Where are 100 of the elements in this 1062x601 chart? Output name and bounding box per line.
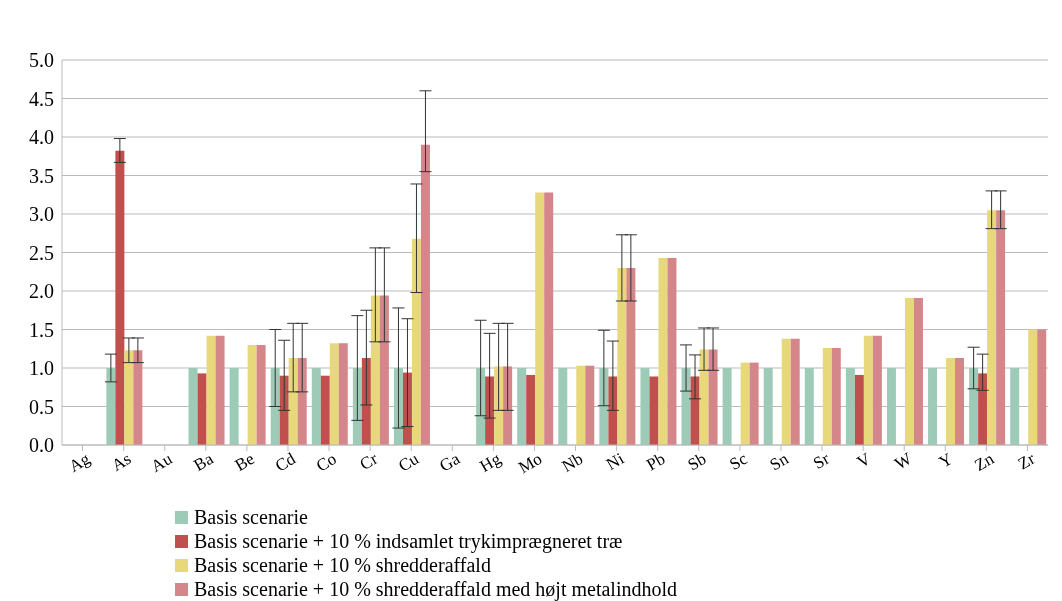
x-tick-label: Pb [643,449,669,475]
y-tick-label: 1.0 [29,357,54,380]
y-tick-label: 2.0 [29,280,54,303]
x-tick-label: Cr [356,448,382,474]
bar [206,335,216,445]
bar [649,376,659,445]
bar [699,349,709,445]
x-tick-label: Be [231,449,258,475]
bar [872,335,882,445]
bar [229,368,239,445]
bar [188,368,198,445]
bar [558,368,568,445]
bar [197,373,207,445]
x-tick-label: Nb [558,449,587,476]
bar [617,267,627,445]
bar [886,368,896,445]
y-tick-label: 5.0 [29,49,54,72]
bar [124,350,134,445]
bar [658,257,668,445]
bar [311,368,321,445]
bar [411,238,421,445]
x-tick-label: W [891,448,916,474]
bar [667,257,677,445]
bar [740,362,750,445]
x-tick-label: V [853,448,875,472]
bar [476,368,486,445]
bar [288,357,298,445]
bar [115,150,125,445]
bar [420,144,430,445]
bar [626,267,636,445]
x-tick-label: Au [147,448,176,476]
x-tick-label: Sc [726,448,751,474]
bar [863,335,873,445]
x-tick-label: Mo [515,449,546,478]
bar [247,344,257,445]
bar [1028,329,1038,445]
legend-label: Basis scenarie [194,505,308,529]
y-tick-label: 4.5 [29,87,54,110]
bar [804,368,814,445]
legend-label: Basis scenarie + 10 % indsamlet trykimprægneret træ [194,529,623,553]
bar [526,374,536,445]
bar [763,368,773,445]
x-tick-label: Cu [395,448,423,476]
bar [503,366,513,445]
bar [329,343,339,445]
bar [722,368,732,445]
x-tick-label: Zr [1014,448,1039,474]
x-tick-label: Cd [271,448,300,476]
bar [913,297,923,445]
legend-label: Basis scenarie + 10 % shredderaffald [194,553,491,577]
bar [708,349,718,445]
x-tick-label: Sr [810,448,833,474]
x-tick-label: Y [935,449,956,472]
x-tick-label: Sn [766,448,793,475]
x-tick-label: Zn [971,448,998,475]
bar [544,192,554,445]
bar [297,357,307,445]
y-tick-label: 0.5 [29,395,54,418]
bar [904,297,914,445]
bar [361,357,371,445]
bar [955,357,965,445]
bar [494,366,504,445]
bar [320,375,330,445]
bar [845,368,855,445]
bar [749,362,759,445]
bar [978,373,988,445]
bar [585,365,595,445]
bar [338,343,348,445]
bar [969,368,979,445]
bar [279,375,289,445]
bar [996,210,1006,445]
x-tick-label: Hg [476,448,505,476]
x-tick-label: Sb [684,449,710,475]
legend-label: Basis scenarie + 10 % shredderaffald med højt metalindhold [194,577,677,601]
y-tick-label: 0.0 [29,434,54,457]
x-tick-label: Ag [65,448,94,476]
bar [256,344,266,445]
bar [270,368,280,445]
bar [690,376,700,445]
y-tick-label: 3.0 [29,203,54,226]
x-tick-label: Ga [436,448,464,476]
bar [215,335,225,445]
bar [790,338,800,445]
bar [1037,329,1047,445]
x-tick-label: Ba [190,448,217,475]
bar [928,368,938,445]
bar [640,368,650,445]
bar [987,210,997,445]
bar [822,347,832,445]
bar [946,357,956,445]
bar [106,368,116,445]
bar [379,295,389,445]
bar [133,350,143,445]
x-tick-label: Co [313,449,340,476]
y-tick-label: 3.5 [29,164,54,187]
bar [576,365,586,445]
y-tick-label: 2.5 [29,241,54,264]
x-tick-label: As [108,449,135,475]
bar [854,374,864,445]
bar [517,368,527,445]
